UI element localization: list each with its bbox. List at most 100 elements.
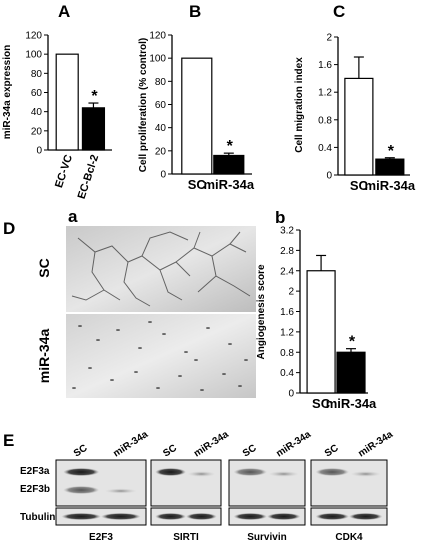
- y-tick-label: 2: [326, 33, 332, 44]
- loading-control-label: Tubulin: [20, 512, 55, 523]
- blot-membrane: [55, 459, 147, 507]
- y-tick-label: 0.8: [280, 348, 294, 359]
- lane-label: miR-34a: [274, 429, 313, 460]
- band: [315, 468, 349, 476]
- tubulin-band: [315, 513, 349, 520]
- blot-membrane: [228, 459, 306, 507]
- panel-label-C: C: [333, 2, 345, 21]
- band: [350, 471, 381, 477]
- y-tick-label: 40: [31, 107, 43, 118]
- tubulin-band: [233, 513, 267, 520]
- blot-sirti: SC miR-34a SIRTI: [150, 429, 231, 543]
- band: [187, 471, 216, 477]
- band: [155, 468, 187, 476]
- y-tick-label: 120: [149, 31, 166, 42]
- panel-label-E: E: [3, 431, 14, 450]
- micrograph-row-label-sc: SC: [36, 258, 52, 277]
- blot-name: SIRTI: [173, 532, 199, 543]
- y-axis-label-A: miR-34a expression: [2, 45, 13, 140]
- tube-network: [71, 231, 251, 307]
- blot-cdk4: SC miR-34a CDK4: [310, 429, 395, 543]
- bar-Db-1: [336, 351, 366, 394]
- lane-label: miR-34a: [192, 429, 231, 460]
- blot-membrane: [150, 459, 222, 507]
- category-label: SC: [312, 396, 331, 411]
- y-tick-label: 0: [326, 171, 332, 182]
- y-tick-label: 2: [288, 287, 294, 298]
- y-tick-label: 120: [25, 31, 42, 42]
- y-tick-label: 100: [25, 50, 42, 61]
- lane-label: SC: [241, 443, 259, 460]
- y-tick-label: 2.8: [280, 246, 294, 257]
- y-tick-label: 1.6: [318, 60, 332, 71]
- y-tick-label: 0.4: [318, 143, 332, 154]
- lane-label: SC: [161, 443, 179, 460]
- chart-C: 0 0.4 0.8 1.2 1.6 2 Cell migration index SC * miR…: [294, 33, 416, 194]
- y-tick-label: 1.2: [280, 327, 294, 338]
- category-label: EC-VC: [53, 153, 75, 189]
- micrograph-mir34a: [66, 314, 256, 398]
- blot-membrane: [310, 459, 388, 507]
- western-blots: SC miR-34a E2F3 E2F3a E2F3b SC miR-34a SIRTI SC m…: [20, 429, 395, 543]
- bar-B-1: [213, 154, 245, 175]
- y-axis-label-B: Cell proliferation (% control): [138, 38, 149, 172]
- y-tick-label: 0.8: [318, 115, 332, 126]
- y-tick-label: 1.2: [318, 88, 332, 99]
- y-tick-label: 3.2: [280, 226, 294, 237]
- band: [63, 468, 100, 476]
- bar-C-0: [344, 77, 374, 176]
- y-tick-label: 40: [155, 123, 167, 134]
- band-label: E2F3a: [20, 466, 50, 477]
- category-label: SC: [188, 177, 207, 192]
- category-label: EC-Bcl-2: [76, 153, 102, 200]
- lane-label: miR-34a: [111, 429, 150, 460]
- y-tick-label: 0: [160, 170, 166, 181]
- y-tick-label: 80: [155, 77, 167, 88]
- band: [268, 471, 299, 477]
- tubulin-band: [155, 513, 187, 520]
- panel-label-D: D: [3, 219, 15, 238]
- chart-Db: 0 0.4 0.8 1.2 1.6 2 2.4 2.8 3.2 Angiogenesis scor…: [256, 226, 377, 412]
- category-label: miR-34a: [204, 177, 255, 192]
- band: [104, 488, 137, 494]
- significance-mark: *: [349, 334, 356, 351]
- category-label: miR-34a: [365, 178, 416, 193]
- y-tick-label: 60: [31, 88, 43, 99]
- y-tick-label: 1.6: [280, 307, 294, 318]
- tubulin-membrane: [310, 507, 388, 526]
- tubulin-band: [349, 513, 383, 520]
- y-tick-label: 0.4: [280, 368, 294, 379]
- y-tick-label: 2.4: [280, 266, 294, 277]
- y-axis-label-C: Cell migration index: [294, 57, 305, 153]
- panel-label-Db: b: [275, 208, 285, 227]
- category-label: miR-34a: [326, 396, 377, 411]
- tubulin-band: [61, 513, 101, 520]
- lane-label: SC: [72, 443, 90, 460]
- panel-label-B: B: [189, 2, 201, 21]
- y-axis-label-Db: Angiogenesis score: [256, 264, 267, 359]
- panel-label-Da: a: [68, 207, 78, 226]
- bar-Db-0: [306, 270, 336, 394]
- significance-mark: *: [91, 88, 98, 105]
- lane-label: SC: [323, 443, 341, 460]
- y-tick-label: 80: [31, 69, 43, 80]
- significance-mark: *: [227, 138, 234, 155]
- y-tick-label: 60: [155, 100, 167, 111]
- bar-B-0: [181, 57, 213, 175]
- tubulin-band: [267, 513, 301, 520]
- blot-name: E2F3: [89, 532, 113, 543]
- bar-A-1: [81, 107, 106, 151]
- y-tick-label: 0: [36, 146, 42, 157]
- tubulin-band: [101, 513, 141, 520]
- bar-C-1: [375, 158, 405, 176]
- y-tick-label: 20: [155, 146, 167, 157]
- micrograph-row-label-mir34a: miR-34a: [36, 329, 52, 384]
- tubulin-membrane: [228, 507, 306, 526]
- significance-mark: *: [388, 143, 395, 160]
- micrograph-panel: SC miR-34a: [36, 226, 256, 398]
- blot-e2f3: SC miR-34a E2F3 E2F3a E2F3b: [20, 429, 150, 543]
- band: [233, 468, 267, 476]
- chart-A: 0 20 40 60 80 100 120 miR-34a expression EC-VC * E…: [2, 31, 112, 201]
- y-tick-label: 0: [288, 389, 294, 400]
